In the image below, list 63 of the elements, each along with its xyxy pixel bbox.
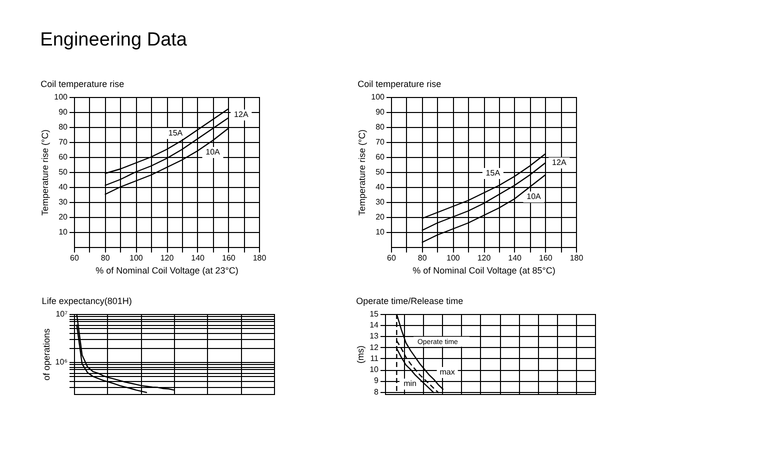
x-axis-title: % of Nominal Coil Voltage (at 23°C) — [96, 266, 238, 276]
x-tick-label: 140 — [508, 254, 522, 262]
y-tick-label: 9 — [374, 376, 380, 386]
y-tick-label: 15 — [370, 310, 380, 318]
chart-title: Life expectancy(801H) — [42, 296, 132, 306]
x-tick-label: 120 — [160, 254, 174, 262]
y-tick-label: 10 — [376, 228, 386, 236]
y-tick-label: 30 — [58, 198, 68, 206]
y-tick-label: 8 — [374, 387, 380, 396]
y-tick-label: 70 — [376, 138, 386, 146]
series-label: 10A — [206, 148, 221, 156]
y-tick-label: 10 — [370, 365, 380, 374]
y-axis-title: Temperature rise (°C) — [40, 129, 50, 216]
series-label: max — [440, 368, 455, 377]
y-tick-label: 11 — [370, 354, 380, 363]
series-label: 10A — [526, 192, 542, 201]
x-tick-label: 180 — [570, 254, 584, 262]
y-tick-label: 80 — [58, 122, 68, 132]
y-axis-title: Temperature rise (°C) — [357, 129, 368, 216]
x-tick-label: 180 — [252, 254, 267, 262]
y-tick-label: 70 — [58, 138, 68, 146]
text: Engineering Data — [40, 30, 188, 50]
x-tick-label: 120 — [477, 254, 492, 262]
series-label: 15A — [168, 128, 184, 138]
y-tick-label: 50 — [58, 168, 68, 176]
y-axis-title: of operations — [41, 328, 52, 381]
x-axis-title: % of Nominal Coil Voltage (at 85°C) — [412, 266, 556, 276]
y-tick-label: 40 — [58, 182, 68, 192]
x-tick-label: 160 — [538, 254, 553, 262]
x-tick-label: 100 — [446, 254, 460, 262]
y-tick-label: 100 — [54, 92, 68, 102]
y-tick-label: 80 — [376, 122, 386, 132]
chart-title: Coil temperature rise — [358, 79, 442, 89]
y-tick-label: 40 — [376, 182, 386, 192]
y-tick-label: 10 — [58, 228, 68, 236]
x-tick-label: 80 — [100, 254, 110, 262]
series-label: min — [404, 379, 416, 388]
y-tick-label: 13 — [370, 332, 380, 341]
y-tick-label: 60 — [376, 152, 386, 162]
x-tick-label: 160 — [222, 254, 236, 262]
x-tick-label: 60 — [387, 254, 396, 262]
y-tick-label: 10⁶ — [55, 357, 68, 366]
y-tick-label: 20 — [58, 212, 68, 222]
y-tick-label: 90 — [58, 108, 68, 116]
series-label: 12A — [234, 110, 249, 119]
y-tick-label: 50 — [376, 168, 386, 176]
y-tick-label: 10⁷ — [56, 310, 68, 318]
y-tick-label: 20 — [376, 212, 386, 222]
x-tick-label: 140 — [191, 254, 206, 262]
y-tick-label: 12 — [370, 342, 380, 352]
y-axis-title: (ms) — [356, 346, 366, 364]
y-tick-label: 14 — [370, 320, 380, 330]
y-tick-label: 100 — [371, 92, 386, 102]
x-tick-label: 80 — [418, 254, 428, 262]
x-tick-label: 100 — [129, 254, 144, 262]
x-tick-label: 60 — [70, 254, 80, 262]
chart-title: Coil temperature rise — [40, 79, 124, 89]
chart-title: Operate time/Release time — [356, 296, 464, 306]
series-label: 12A — [552, 158, 567, 167]
y-tick-label: 60 — [58, 152, 68, 162]
series-label: 15A — [486, 168, 501, 178]
y-tick-label: 90 — [376, 108, 386, 116]
y-tick-label: 30 — [376, 198, 386, 206]
